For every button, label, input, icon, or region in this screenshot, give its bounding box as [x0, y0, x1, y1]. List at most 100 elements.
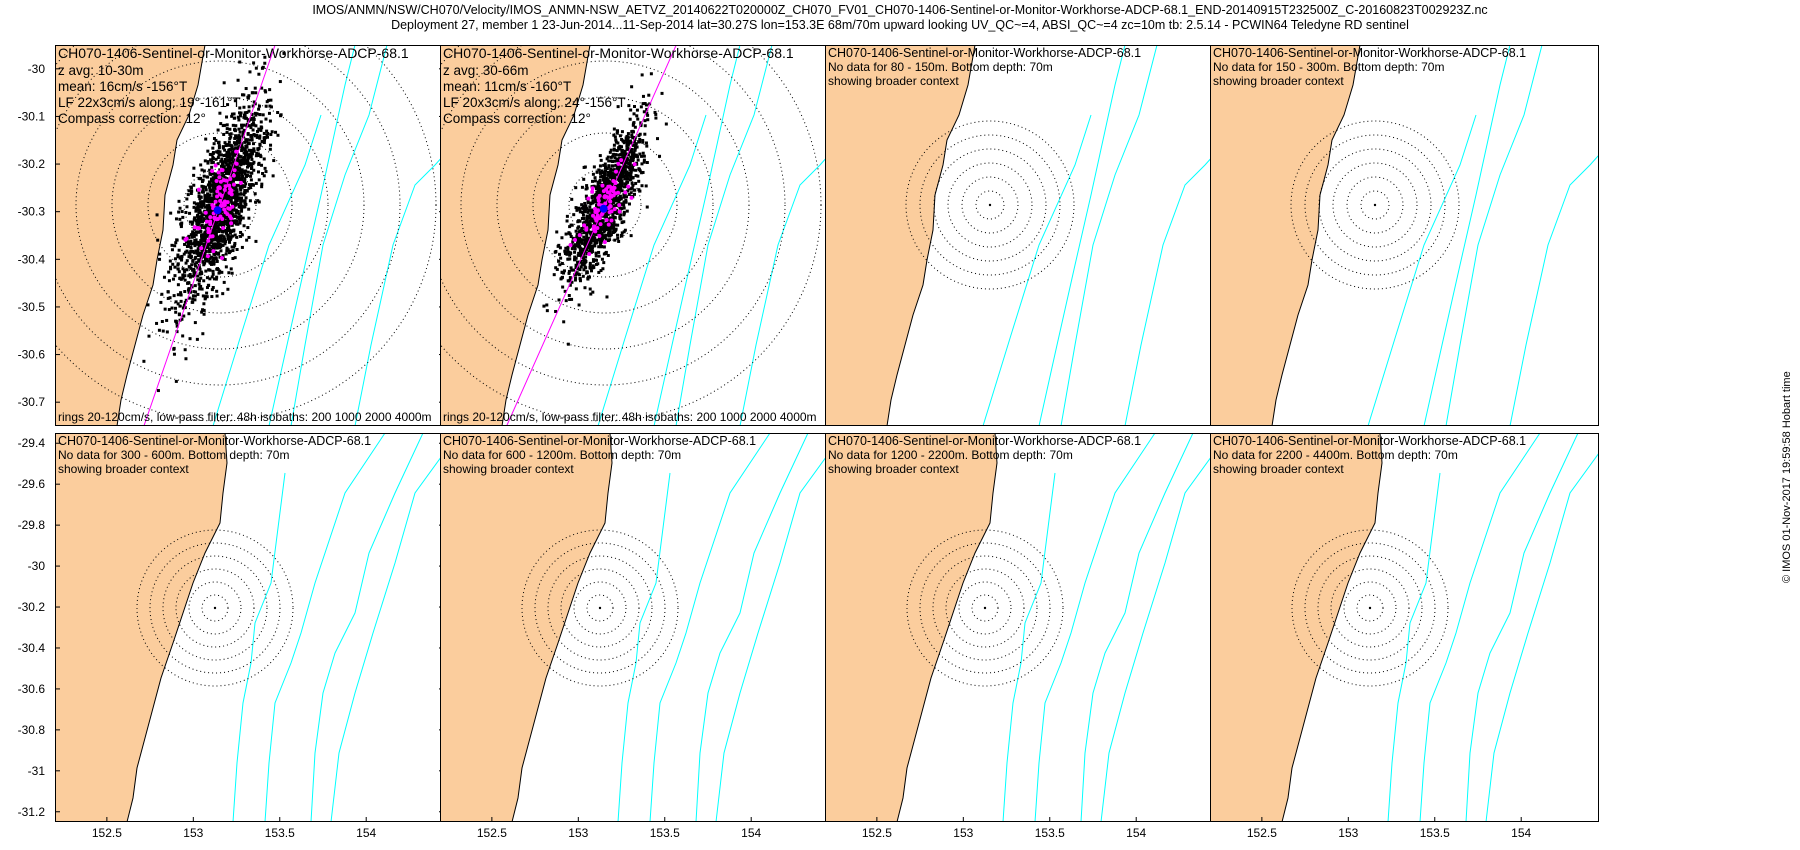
scatter-point — [618, 147, 622, 151]
scatter-point — [187, 189, 191, 193]
scatter-point — [591, 179, 595, 183]
scatter-point — [588, 287, 592, 291]
scatter-point — [259, 155, 263, 159]
scatter-point — [252, 61, 256, 65]
scatter-point — [654, 112, 658, 116]
scatter-point — [243, 202, 247, 206]
scatter-point — [582, 177, 586, 181]
scatter-point — [219, 153, 223, 157]
scatter-point — [251, 128, 255, 132]
panel-p2-bottom-note: rings 20-120cm/s, low-pass filter: 48h i… — [443, 410, 817, 424]
scatter-point — [200, 223, 204, 227]
scatter-point — [182, 314, 186, 318]
scatter-point — [234, 222, 238, 226]
scatter-point — [206, 218, 210, 222]
scatter-point — [192, 268, 196, 272]
scatter-point — [260, 163, 264, 167]
scatter-point — [578, 210, 582, 214]
scatter-point — [211, 272, 215, 276]
scatter-point — [201, 186, 205, 190]
panel-p7-isobath-2 — [1080, 433, 1194, 822]
scatter-point — [612, 147, 616, 151]
daily-point — [609, 218, 614, 223]
scatter-point — [207, 259, 211, 263]
panel-p5-land — [55, 433, 227, 822]
daily-point — [593, 229, 598, 234]
scatter-point — [228, 165, 232, 169]
scatter-point — [217, 271, 221, 275]
scatter-point — [192, 183, 196, 187]
daily-point — [231, 173, 236, 178]
scatter-point — [637, 188, 641, 192]
daily-point — [568, 243, 573, 248]
scatter-point — [568, 225, 572, 229]
scatter-point — [202, 312, 206, 316]
scatter-point — [207, 268, 211, 272]
scatter-point — [195, 208, 199, 212]
scatter-point — [622, 200, 626, 204]
scatter-point — [578, 279, 582, 283]
scatter-point — [626, 153, 630, 157]
daily-point — [572, 237, 577, 242]
daily-point — [617, 209, 622, 214]
scatter-point — [250, 183, 254, 187]
scatter-point — [613, 238, 617, 242]
scatter-point — [219, 236, 223, 240]
scatter-point — [196, 278, 200, 282]
scatter-point — [204, 188, 208, 192]
scatter-point — [246, 170, 250, 174]
scatter-point — [192, 205, 196, 209]
scatter-point — [249, 116, 253, 120]
scatter-point — [217, 144, 221, 148]
scatter-point — [189, 250, 193, 254]
scatter-point — [215, 235, 219, 239]
scatter-point — [197, 194, 201, 198]
scatter-point — [173, 306, 177, 310]
scatter-point — [632, 121, 636, 125]
scatter-point — [574, 206, 578, 210]
panel-p4-mooring-marker — [1373, 203, 1377, 207]
scatter-point — [240, 175, 244, 179]
scatter-point — [202, 248, 206, 252]
scatter-point — [187, 265, 191, 269]
scatter-point — [629, 108, 633, 112]
scatter-point — [208, 168, 212, 172]
scatter-point — [609, 170, 613, 174]
scatter-point — [622, 195, 626, 199]
scatter-point — [231, 123, 235, 127]
scatter-point — [216, 149, 220, 153]
panel-p1-info-2: LF 22x3cm/s along: 19°-161°T — [58, 95, 241, 110]
scatter-point — [653, 110, 657, 114]
scatter-point — [245, 189, 249, 193]
scatter-point — [605, 214, 609, 218]
scatter-point — [562, 320, 566, 324]
scatter-point — [172, 294, 176, 298]
scatter-point — [251, 104, 255, 108]
scatter-point — [231, 257, 235, 261]
scatter-point — [225, 150, 229, 154]
scatter-point — [641, 94, 645, 98]
panel-p4-ring-4 — [1318, 148, 1432, 262]
panel-p4-ring-6 — [1290, 120, 1460, 290]
scatter-point — [598, 244, 602, 248]
scatter-point — [623, 168, 627, 172]
daily-point — [604, 218, 609, 223]
panel-p1-info-0: z avg: 10-30m — [58, 63, 144, 78]
daily-point — [632, 162, 637, 167]
scatter-point — [268, 147, 272, 151]
scatter-point — [601, 267, 605, 271]
scatter-point — [199, 163, 203, 167]
scatter-point — [202, 255, 206, 259]
scatter-point — [220, 221, 224, 225]
scatter-point — [193, 244, 197, 248]
scatter-point — [582, 235, 586, 239]
scatter-point — [573, 250, 577, 254]
panel-p8-x-axis: 152.5 153 153.5 154 — [1247, 817, 1532, 840]
scatter-point — [238, 106, 242, 110]
scatter-point — [640, 154, 644, 158]
scatter-point — [234, 186, 238, 190]
scatter-point — [192, 201, 196, 205]
y-tick-label: -30 — [28, 559, 46, 573]
panel-p4-info-1: showing broader context — [1213, 74, 1344, 88]
scatter-point — [587, 236, 591, 240]
